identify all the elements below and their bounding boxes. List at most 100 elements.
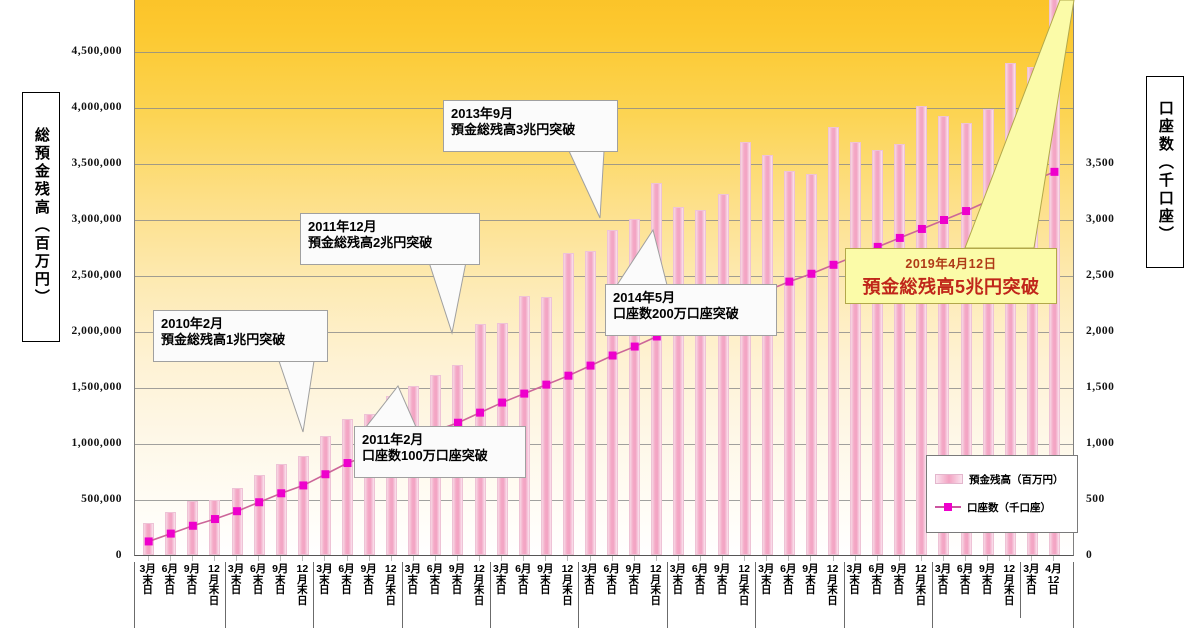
x-tick-mark: [280, 556, 282, 561]
x-tick-label: 3月末日: [581, 563, 598, 596]
callout-date: 2014年5月: [613, 290, 676, 305]
bar: [342, 419, 354, 555]
callout-text: 預金総残高3兆円突破: [451, 122, 576, 138]
bar: [607, 230, 619, 555]
x-tick-mark: [302, 556, 304, 561]
x-tick-mark: [788, 556, 790, 561]
callout-date: 2013年9月: [451, 106, 514, 121]
x-tick-mark: [810, 556, 812, 561]
line-marker: [498, 398, 507, 407]
line-marker: [542, 380, 551, 389]
x-axis: 3月末日 6月末日 9月末日 12 月末日 3月末日 6月末日 9月末日 12 月末日 3月末日 6月…: [134, 556, 1074, 630]
bar: [695, 210, 707, 555]
line-marker: [586, 361, 595, 370]
bar: [253, 475, 265, 555]
bar: [783, 170, 795, 555]
bar: [850, 141, 862, 555]
callout-date: 2011年12月: [308, 219, 377, 234]
annotation-callout: 2011年2月 口座数100万口座突破: [354, 426, 526, 478]
x-tick-label: 3月末日: [846, 563, 863, 596]
line-marker: [917, 224, 926, 233]
x-tick-label: 6月末日: [956, 563, 974, 596]
callout-text: 口座数100万口座突破: [362, 448, 488, 464]
line-marker: [321, 470, 330, 479]
right-tick-label: 2,000: [1086, 325, 1115, 337]
legend-label: 口座数（千口座）: [967, 501, 1051, 514]
line-marker: [210, 515, 219, 524]
x-tick-label: 3月末日: [934, 563, 952, 596]
legend-label: 預金残高（百万円）: [969, 473, 1064, 486]
bar: [629, 219, 641, 555]
x-tick-label: 9月末日: [625, 563, 642, 596]
x-tick-mark: [655, 556, 657, 561]
bar: [828, 127, 840, 555]
x-tick-label: 12 月末日: [1003, 563, 1016, 607]
x-tick-label: 9月末日: [537, 563, 554, 596]
x-tick-label: 12 月末日: [915, 563, 927, 607]
year-divider: [578, 562, 580, 628]
year-divider: [225, 562, 227, 628]
x-tick-label: 6月末日: [161, 563, 178, 596]
line-marker: [630, 342, 639, 351]
x-tick-label: 6月末日: [338, 563, 355, 596]
year-divider: [1020, 562, 1022, 618]
left-tick-label: 3,000,000: [71, 213, 122, 225]
x-tick-mark: [236, 556, 238, 561]
year-divider: [843, 562, 845, 628]
right-tick-label: 0: [1086, 549, 1093, 561]
left-tick-label: 5,000,000: [22, 0, 122, 1]
x-tick-label: 9月末日: [448, 563, 466, 596]
annotation-callout: 2010年2月 預金総残高1兆円突破: [153, 310, 328, 362]
line-marker: [299, 481, 308, 490]
line-marker: [520, 389, 529, 398]
x-tick-label: 6月末日: [603, 563, 620, 596]
legend-item[interactable]: 預金残高（百万円）: [935, 465, 1069, 493]
x-tick-mark: [501, 556, 503, 561]
x-tick-mark: [876, 556, 878, 561]
x-tick-label: 6月末日: [780, 563, 797, 596]
line-marker: [1050, 167, 1059, 176]
x-tick-mark: [942, 556, 944, 561]
x-tick-label: 12 月末日: [208, 563, 220, 607]
right-axis-title: 口座数（千口座）: [1146, 76, 1184, 268]
bar: [275, 464, 287, 555]
x-tick-mark: [258, 556, 260, 561]
bar: [916, 105, 928, 555]
bar: [518, 296, 530, 555]
bar: [540, 297, 552, 555]
bar: [761, 155, 773, 555]
x-tick-label: 9月末日: [890, 563, 907, 596]
annotation-callout: 2014年5月 口座数200万口座突破: [605, 284, 777, 336]
highlight-annotation: 2019年4月12日 預金総残高5兆円突破: [845, 248, 1057, 304]
axis-band-edge: [134, 562, 135, 628]
x-tick-label: 9月末日: [802, 563, 819, 596]
line-marker: [984, 196, 993, 205]
gridline: [135, 500, 1073, 501]
x-tick-mark: [766, 556, 768, 561]
x-tick-mark: [324, 556, 326, 561]
line-marker: [343, 459, 352, 468]
bar: [894, 143, 906, 555]
year-divider: [755, 562, 757, 628]
x-tick-label: 3月末日: [227, 563, 245, 596]
legend-item[interactable]: 口座数（千口座）: [935, 493, 1069, 521]
left-tick-label: 2,500,000: [71, 269, 122, 281]
line-marker: [453, 418, 462, 427]
x-tick-label: 6月末日: [515, 563, 532, 596]
bar: [562, 252, 574, 555]
left-tick-label: 500,000: [81, 493, 122, 505]
line-marker: [829, 260, 838, 269]
bar: [872, 149, 884, 555]
x-tick-label: 3月末日: [139, 563, 156, 596]
left-tick-label: 2,000,000: [71, 325, 122, 337]
gridline: [135, 332, 1073, 333]
left-tick-label: 4,500,000: [71, 45, 122, 57]
bar: [297, 456, 309, 555]
bar: [209, 500, 221, 555]
legend-bar-swatch: [935, 474, 963, 484]
callout-date: 2010年2月: [161, 316, 224, 331]
highlight-date: 2019年4月12日: [905, 257, 997, 271]
x-tick-label: 12 月末日: [384, 563, 397, 607]
year-divider: [490, 562, 492, 628]
x-tick-label: 12 月末日: [826, 563, 839, 607]
